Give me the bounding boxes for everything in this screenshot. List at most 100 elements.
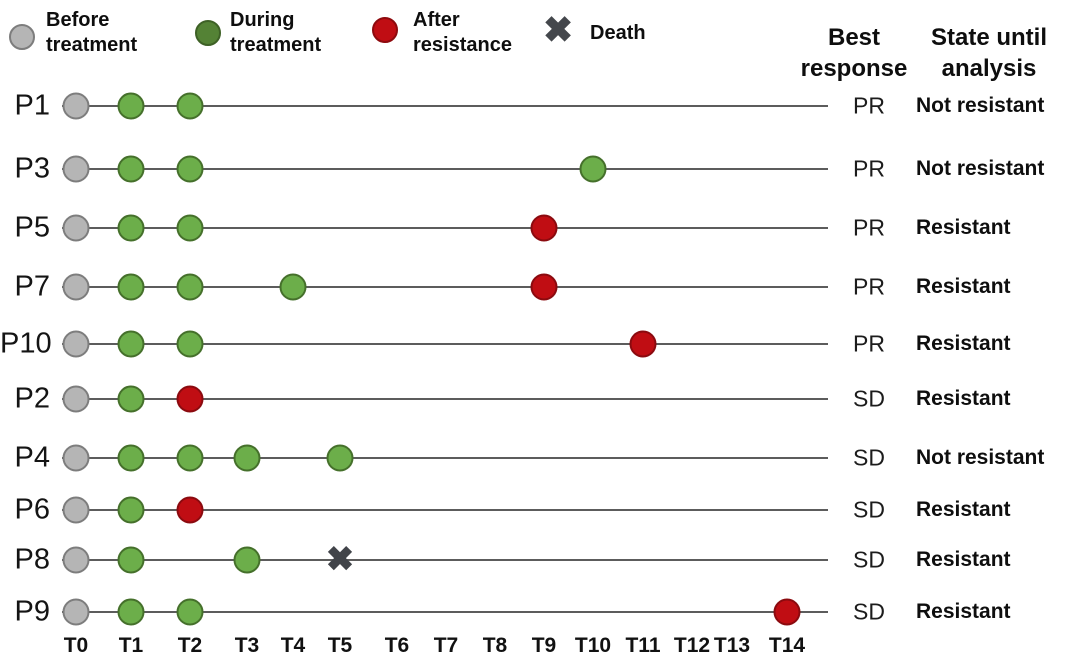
x-axis-tick-label: T2 xyxy=(177,634,203,657)
death-cross-icon: ✖ xyxy=(543,9,574,50)
before-treatment-marker xyxy=(62,273,90,301)
during-treatment-marker xyxy=(117,496,145,524)
during-treatment-marker xyxy=(233,546,261,574)
x-axis-tick-label: T11 xyxy=(625,634,661,657)
before-treatment-marker xyxy=(62,496,90,524)
before-treatment-marker xyxy=(62,546,90,574)
after-treatment-marker xyxy=(176,496,204,524)
patient-label: P9 xyxy=(14,595,50,628)
timeline-row-line xyxy=(62,509,828,511)
state-until-analysis-value: Resistant xyxy=(916,600,1011,623)
x-axis-tick-label: T1 xyxy=(118,634,144,657)
before-treatment-marker xyxy=(62,444,90,472)
during-treatment-marker xyxy=(117,273,145,301)
during-treatment-marker xyxy=(326,444,354,472)
during-treatment-marker xyxy=(117,385,145,413)
best-response-value: PR xyxy=(853,330,885,357)
patient-label: P7 xyxy=(14,270,50,303)
legend-label-during: During treatment xyxy=(230,9,322,56)
patient-label: P4 xyxy=(14,441,50,474)
state-until-analysis-value: Not resistant xyxy=(916,446,1045,469)
during-treatment-marker xyxy=(117,155,145,183)
timeline-row-line xyxy=(62,286,828,288)
legend-label-after: After resistance xyxy=(413,9,512,56)
state-until-analysis-value: Not resistant xyxy=(916,94,1045,117)
after-treatment-circle-icon xyxy=(372,17,398,43)
during-treatment-marker xyxy=(117,92,145,120)
state-until-analysis-value: Not resistant xyxy=(916,157,1045,180)
timeline-row-line xyxy=(62,559,828,561)
x-axis-tick-label: T13 xyxy=(713,634,751,657)
timeline-row-line xyxy=(62,343,828,345)
during-treatment-marker xyxy=(117,546,145,574)
x-axis-tick-label: T0 xyxy=(63,634,89,657)
timeline-row-line xyxy=(62,457,828,459)
after-treatment-marker xyxy=(530,273,558,301)
x-axis-tick-label: T12 xyxy=(673,634,711,657)
best-response-value: SD xyxy=(853,598,885,625)
during-treatment-marker xyxy=(579,155,607,183)
during-treatment-marker xyxy=(117,214,145,242)
patient-label: P8 xyxy=(14,543,50,576)
during-treatment-marker xyxy=(117,330,145,358)
during-treatment-marker xyxy=(176,155,204,183)
during-treatment-marker xyxy=(117,444,145,472)
during-treatment-marker xyxy=(233,444,261,472)
during-treatment-marker xyxy=(176,444,204,472)
x-axis-tick-label: T14 xyxy=(768,634,806,657)
patient-label: P5 xyxy=(14,211,50,244)
timeline-row-line xyxy=(62,168,828,170)
column-header-best-response: Best response xyxy=(800,24,908,82)
during-treatment-marker xyxy=(279,273,307,301)
best-response-value: SD xyxy=(853,385,885,412)
after-treatment-marker xyxy=(773,598,801,626)
state-until-analysis-value: Resistant xyxy=(916,498,1011,521)
best-response-value: SD xyxy=(853,496,885,523)
timeline-row-line xyxy=(62,611,828,613)
before-treatment-marker xyxy=(62,214,90,242)
during-treatment-marker xyxy=(117,598,145,626)
patient-label: P6 xyxy=(14,493,50,526)
during-treatment-marker xyxy=(176,273,204,301)
legend-label-death: Death xyxy=(590,21,646,44)
best-response-value: PR xyxy=(853,273,885,300)
after-treatment-marker xyxy=(176,385,204,413)
column-header-state-until-analysis: State until analysis xyxy=(930,24,1047,82)
best-response-value: PR xyxy=(853,92,885,119)
patient-label: P3 xyxy=(14,152,50,185)
x-axis-tick-label: T9 xyxy=(531,634,557,657)
x-axis-tick-label: T8 xyxy=(482,634,508,657)
x-axis-tick-label: T6 xyxy=(384,634,410,657)
timeline-row-line xyxy=(62,398,828,400)
best-response-value: SD xyxy=(853,546,885,573)
during-treatment-marker xyxy=(176,92,204,120)
state-until-analysis-value: Resistant xyxy=(916,387,1011,410)
x-axis-tick-label: T3 xyxy=(234,634,260,657)
x-axis-tick-label: T5 xyxy=(327,634,353,657)
patient-label: P2 xyxy=(14,382,50,415)
best-response-value: PR xyxy=(853,214,885,241)
x-axis-tick-label: T4 xyxy=(280,634,306,657)
legend-label-before: Before treatment xyxy=(46,9,138,56)
before-treatment-marker xyxy=(62,385,90,413)
state-until-analysis-value: Resistant xyxy=(916,275,1011,298)
patient-label: P1 xyxy=(14,89,50,122)
before-treatment-circle-icon xyxy=(9,24,35,50)
before-treatment-marker xyxy=(62,155,90,183)
after-treatment-marker xyxy=(530,214,558,242)
before-treatment-marker xyxy=(62,92,90,120)
best-response-value: PR xyxy=(853,155,885,182)
during-treatment-marker xyxy=(176,598,204,626)
state-until-analysis-value: Resistant xyxy=(916,548,1011,571)
state-until-analysis-value: Resistant xyxy=(916,216,1011,239)
timeline-row-line xyxy=(62,227,828,229)
timeline-row-line xyxy=(62,105,828,107)
x-axis-tick-label: T10 xyxy=(574,634,612,657)
patient-label: P10 xyxy=(0,327,52,360)
best-response-value: SD xyxy=(853,444,885,471)
during-treatment-circle-icon xyxy=(195,20,221,46)
before-treatment-marker xyxy=(62,598,90,626)
death-marker-icon: ✖ xyxy=(325,540,355,579)
state-until-analysis-value: Resistant xyxy=(916,332,1011,355)
